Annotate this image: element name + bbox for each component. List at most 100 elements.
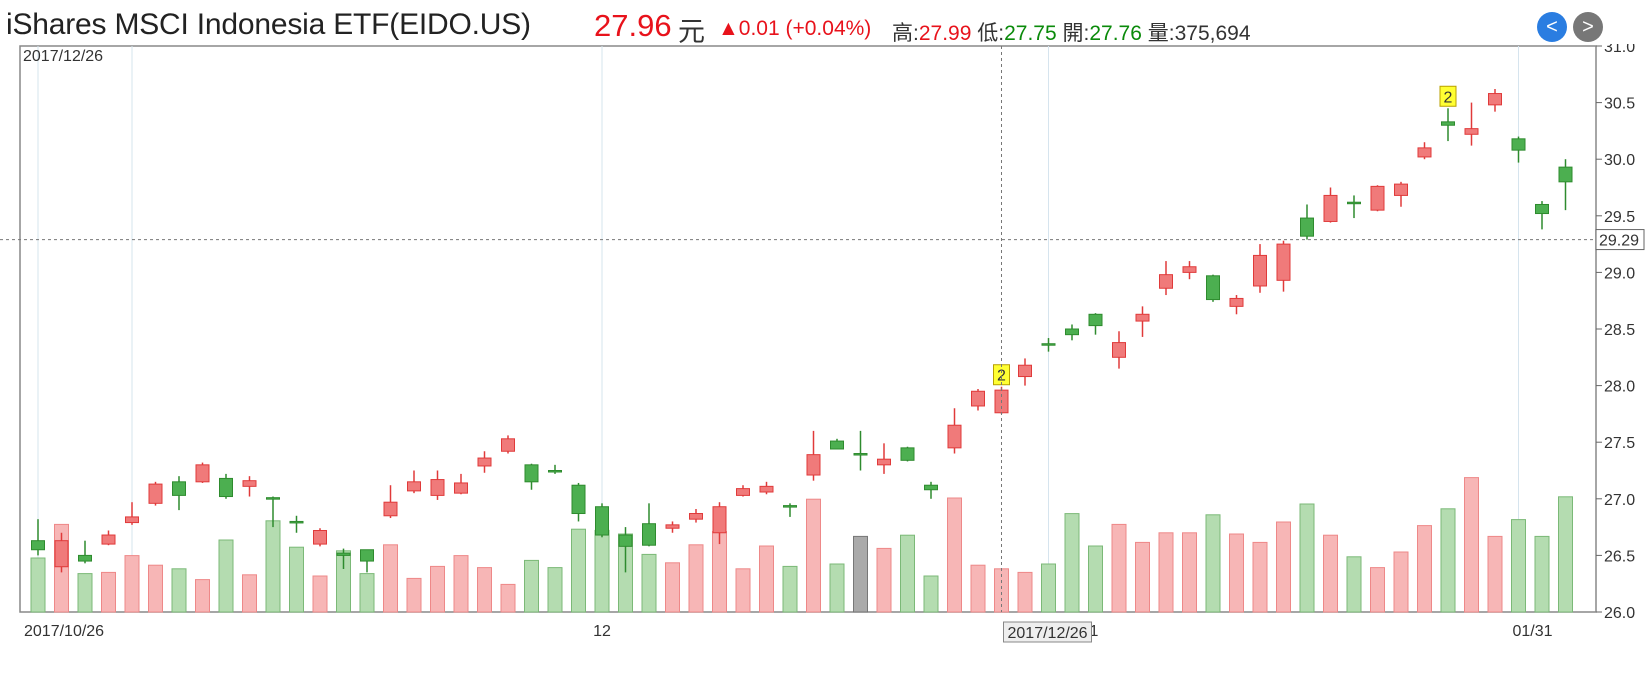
candle-body[interactable] — [78, 554, 92, 562]
candle-body[interactable] — [1394, 183, 1408, 196]
volume-bar — [1487, 535, 1503, 613]
candle-body[interactable] — [900, 447, 915, 461]
volume-bar — [900, 534, 915, 613]
candle-body[interactable] — [548, 470, 562, 473]
candle-body[interactable] — [407, 481, 421, 492]
volume-bar — [829, 563, 845, 613]
x-axis-label: 01/31 — [1512, 623, 1552, 640]
candle-body[interactable] — [1088, 313, 1103, 327]
y-tick-label: 28.0 — [1604, 379, 1635, 396]
candle-body[interactable] — [971, 390, 985, 407]
volume-bar — [1417, 525, 1432, 613]
candle-body[interactable] — [830, 440, 844, 450]
volume-bar — [923, 575, 939, 613]
prev-arrow-icon[interactable]: < — [1537, 12, 1567, 42]
candle-body[interactable] — [501, 438, 515, 452]
candle-body[interactable] — [1370, 185, 1385, 211]
candle-body[interactable] — [242, 480, 257, 487]
low-value: 27.75 — [1004, 22, 1057, 45]
event-marker-label: 2 — [1444, 89, 1453, 106]
event-marker[interactable] — [1439, 85, 1457, 107]
volume-bar — [124, 555, 140, 613]
candlestick-chart[interactable]: 2231.030.530.029.529.028.528.027.527.026… — [0, 44, 1646, 679]
candle-body[interactable] — [1323, 194, 1338, 222]
candle-body[interactable] — [313, 529, 327, 545]
y-tick-label: 28.5 — [1604, 322, 1635, 339]
next-arrow-icon[interactable]: > — [1573, 12, 1603, 42]
candle-body[interactable] — [383, 501, 398, 517]
candle-body[interactable] — [101, 534, 116, 545]
candle-body[interactable] — [1229, 297, 1244, 307]
candle-body[interactable] — [1347, 201, 1361, 205]
y-tick-label: 31.0 — [1604, 44, 1635, 56]
candle-body[interactable] — [125, 516, 139, 524]
candle-body[interactable] — [1417, 147, 1432, 158]
candle-body[interactable] — [1488, 93, 1502, 106]
candle-body[interactable] — [1112, 342, 1126, 358]
candle-body[interactable] — [1206, 275, 1220, 301]
volume-bar — [853, 535, 868, 613]
candle-body[interactable] — [1535, 203, 1549, 215]
candle-body[interactable] — [31, 540, 45, 551]
candle-body[interactable] — [1159, 274, 1173, 289]
candle-body[interactable] — [266, 497, 280, 500]
candle-body[interactable] — [219, 477, 233, 498]
candle-body[interactable] — [877, 458, 891, 466]
volume-label: 量: — [1147, 22, 1175, 45]
volume-bar — [735, 568, 751, 613]
candle-body[interactable] — [642, 523, 656, 546]
volume-bar — [759, 545, 774, 613]
volume-bar — [500, 583, 516, 613]
candle-body[interactable] — [1300, 217, 1314, 237]
candle-body[interactable] — [924, 484, 938, 491]
candle-body[interactable] — [853, 453, 868, 456]
candle-body[interactable] — [477, 457, 492, 467]
candle-body[interactable] — [1018, 364, 1032, 378]
candle-body[interactable] — [1041, 343, 1056, 346]
volume-bar — [289, 546, 304, 613]
candle-body[interactable] — [524, 464, 539, 483]
candle-body[interactable] — [1558, 166, 1573, 183]
high-label: 高: — [892, 22, 919, 45]
volume-bar — [1017, 571, 1033, 613]
crosshair-price-box — [1595, 229, 1645, 251]
candle-body[interactable] — [947, 424, 962, 449]
volume-bar — [1041, 563, 1056, 613]
candle-body[interactable] — [618, 534, 633, 547]
candle-body[interactable] — [712, 506, 727, 534]
candle-body[interactable] — [665, 524, 680, 529]
candle-body[interactable] — [571, 484, 586, 515]
candle-body[interactable] — [54, 540, 69, 568]
candle-body[interactable] — [595, 506, 609, 536]
volume-bar — [1229, 533, 1244, 613]
candle-body[interactable] — [1511, 138, 1526, 151]
candle-body[interactable] — [1135, 313, 1150, 322]
candle-body[interactable] — [806, 454, 821, 476]
candle-body[interactable] — [1253, 254, 1267, 287]
candle-body[interactable] — [1464, 128, 1479, 135]
candle-body[interactable] — [689, 513, 703, 520]
candle-body[interactable] — [783, 505, 797, 508]
volume-bar — [1534, 535, 1550, 613]
volume-bar — [1205, 514, 1221, 613]
candle-body[interactable] — [430, 479, 445, 496]
candle-body[interactable] — [172, 481, 186, 496]
candle-body[interactable] — [360, 549, 374, 562]
volume-bar — [1088, 545, 1103, 613]
volume-bar — [1252, 541, 1268, 613]
candle-body[interactable] — [736, 488, 750, 496]
candle-body[interactable] — [1182, 266, 1197, 273]
volume-bar — [806, 498, 821, 613]
candle-body[interactable] — [1065, 328, 1079, 336]
candle-body[interactable] — [759, 485, 774, 493]
volume-bar — [1393, 551, 1409, 613]
candle-body[interactable] — [336, 552, 351, 556]
candle-body[interactable] — [148, 483, 163, 504]
candle-body[interactable] — [454, 482, 468, 494]
candle-body[interactable] — [1276, 243, 1291, 281]
candle-body[interactable] — [1441, 121, 1455, 126]
y-tick-label: 30.0 — [1604, 152, 1635, 169]
candle-body[interactable] — [289, 520, 304, 524]
crosshair-date-label: 2017/12/26 — [1008, 625, 1088, 642]
candle-body[interactable] — [195, 464, 210, 483]
